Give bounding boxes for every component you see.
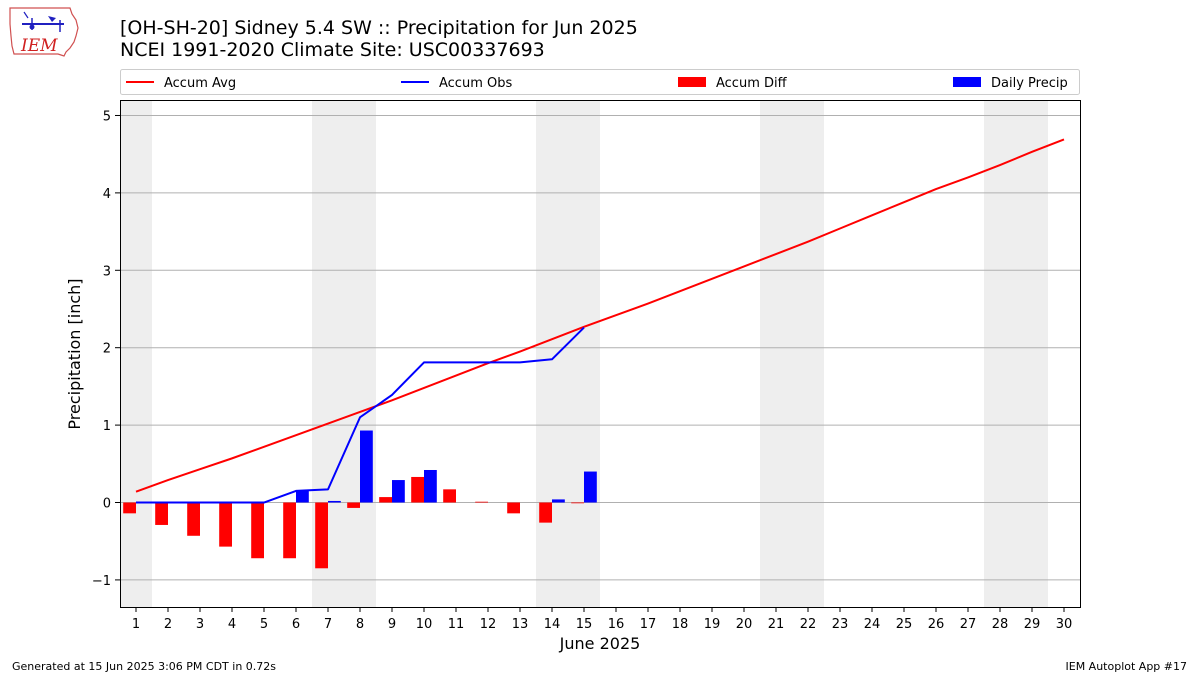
weekend-shade-day-8 — [344, 100, 376, 607]
x-tick-label-4: 4 — [228, 617, 236, 632]
x-tick-label-2: 2 — [164, 617, 172, 632]
legend-swatch-3 — [953, 77, 981, 87]
accum-avg-line — [135, 138, 1065, 493]
x-tick-label-6: 6 — [292, 617, 300, 632]
daily-precip-bar-10 — [424, 469, 437, 503]
x-tick-label-11: 11 — [448, 617, 465, 632]
accum-diff-bar-3 — [187, 502, 200, 536]
x-tick-label-17: 17 — [640, 617, 657, 632]
x-axis: 1 2 3 4 5 6 7 8 9 10 11 12 13 14 15 16 17 18 19 20 21 22 23 24 2… — [132, 607, 1072, 632]
weekend-shade-day-29 — [1016, 100, 1048, 607]
x-tick-label-13: 13 — [512, 617, 529, 632]
accum-diff-bar-2 — [155, 502, 168, 525]
x-tick-label-23: 23 — [832, 617, 849, 632]
x-tick-label-19: 19 — [704, 617, 721, 632]
accum-diff-bar-5 — [251, 502, 264, 559]
accum-diff-bar-11 — [443, 489, 456, 503]
weekend-shade-day-21 — [760, 100, 792, 607]
x-tick-label-22: 22 — [800, 617, 817, 632]
x-tick-label-12: 12 — [480, 617, 497, 632]
accum-diff-bar-7 — [315, 502, 328, 569]
accum-diff-bar-6 — [283, 502, 296, 559]
weekend-shade-day-15 — [568, 100, 600, 607]
y-tick-label-0: 0 — [103, 497, 111, 512]
accum-diff-bar-8 — [347, 502, 360, 508]
y-tick-label--1: −1 — [92, 574, 111, 589]
x-tick-label-18: 18 — [672, 617, 689, 632]
accum-diff-bar-4 — [219, 502, 232, 547]
title-line-1: [OH-SH-20] Sidney 5.4 SW :: Precipitatio… — [120, 17, 638, 39]
legend-label-0: Accum Avg — [164, 76, 236, 91]
x-tick-label-16: 16 — [608, 617, 625, 632]
accum-obs-line — [136, 326, 585, 504]
accum-diff-bar-1 — [123, 502, 136, 514]
weekend-shade-day-1 — [120, 100, 152, 607]
logo-text: IEM — [20, 36, 58, 56]
accum-diff-bar-9 — [379, 497, 392, 503]
bars — [123, 430, 597, 569]
accum-diff-bar-10 — [411, 476, 424, 503]
x-tick-label-27: 27 — [960, 617, 977, 632]
accum-diff-bar-12 — [475, 501, 488, 503]
x-tick-label-20: 20 — [736, 617, 753, 632]
iem-logo: IEM — [8, 6, 80, 62]
app-note: IEM Autoplot App #17 — [1065, 660, 1188, 673]
y-tick-label-3: 3 — [103, 264, 111, 279]
x-tick-label-30: 30 — [1056, 617, 1073, 632]
x-tick-label-3: 3 — [196, 617, 204, 632]
weekend-shade-day-28 — [984, 100, 1016, 607]
x-tick-label-15: 15 — [576, 617, 593, 632]
weekend-shade-day-22 — [792, 100, 824, 607]
x-tick-label-1: 1 — [132, 617, 140, 632]
legend-box — [120, 69, 1080, 95]
daily-precip-bar-9 — [392, 480, 405, 503]
accum-diff-bar-15 — [571, 502, 584, 504]
series-lines — [135, 138, 1065, 504]
y-tick-label-4: 4 — [103, 187, 111, 202]
x-tick-label-24: 24 — [864, 617, 881, 632]
daily-precip-bar-7 — [328, 500, 341, 503]
legend-label-3: Daily Precip — [991, 76, 1068, 91]
legend-swatch-2 — [678, 77, 706, 87]
title-line-2: NCEI 1991-2020 Climate Site: USC00337693 — [120, 39, 545, 61]
chart-title: [OH-SH-20] Sidney 5.4 SW :: Precipitatio… — [120, 17, 638, 61]
x-tick-label-9: 9 — [388, 617, 396, 632]
x-tick-label-14: 14 — [544, 617, 561, 632]
x-tick-label-25: 25 — [896, 617, 913, 632]
daily-precip-bar-15 — [584, 471, 597, 503]
legend: Accum Avg Accum Obs Accum Diff Daily Precip — [120, 69, 1080, 95]
daily-precip-bar-14 — [552, 499, 565, 503]
generated-note: Generated at 15 Jun 2025 3:06 PM CDT in … — [12, 660, 277, 673]
iem-logo-graphic: IEM — [9, 7, 79, 57]
x-tick-label-10: 10 — [416, 617, 433, 632]
daily-precip-bar-8 — [360, 430, 373, 503]
legend-label-2: Accum Diff — [716, 76, 788, 91]
gridlines — [120, 114, 1080, 581]
y-tick-label-5: 5 — [103, 109, 111, 124]
daily-precip-bar-6 — [296, 490, 309, 503]
accum-diff-bar-13 — [507, 502, 520, 514]
x-tick-label-21: 21 — [768, 617, 785, 632]
y-axis-label: Precipitation [inch] — [65, 278, 84, 429]
y-tick-label-2: 2 — [103, 342, 111, 357]
accum-diff-bar-14 — [539, 502, 552, 523]
weekend-shade-day-14 — [536, 100, 568, 607]
legend-label-1: Accum Obs — [439, 76, 512, 91]
x-tick-label-29: 29 — [1024, 617, 1041, 632]
y-tick-label-1: 1 — [103, 419, 111, 434]
plot-frame — [120, 100, 1081, 608]
x-tick-label-26: 26 — [928, 617, 945, 632]
x-tick-label-8: 8 — [356, 617, 364, 632]
x-tick-label-7: 7 — [324, 617, 332, 632]
y-axis: −1 0 1 2 3 4 5 — [92, 109, 120, 589]
x-axis-label: June 2025 — [559, 634, 641, 653]
x-tick-label-5: 5 — [260, 617, 268, 632]
x-tick-label-28: 28 — [992, 617, 1009, 632]
